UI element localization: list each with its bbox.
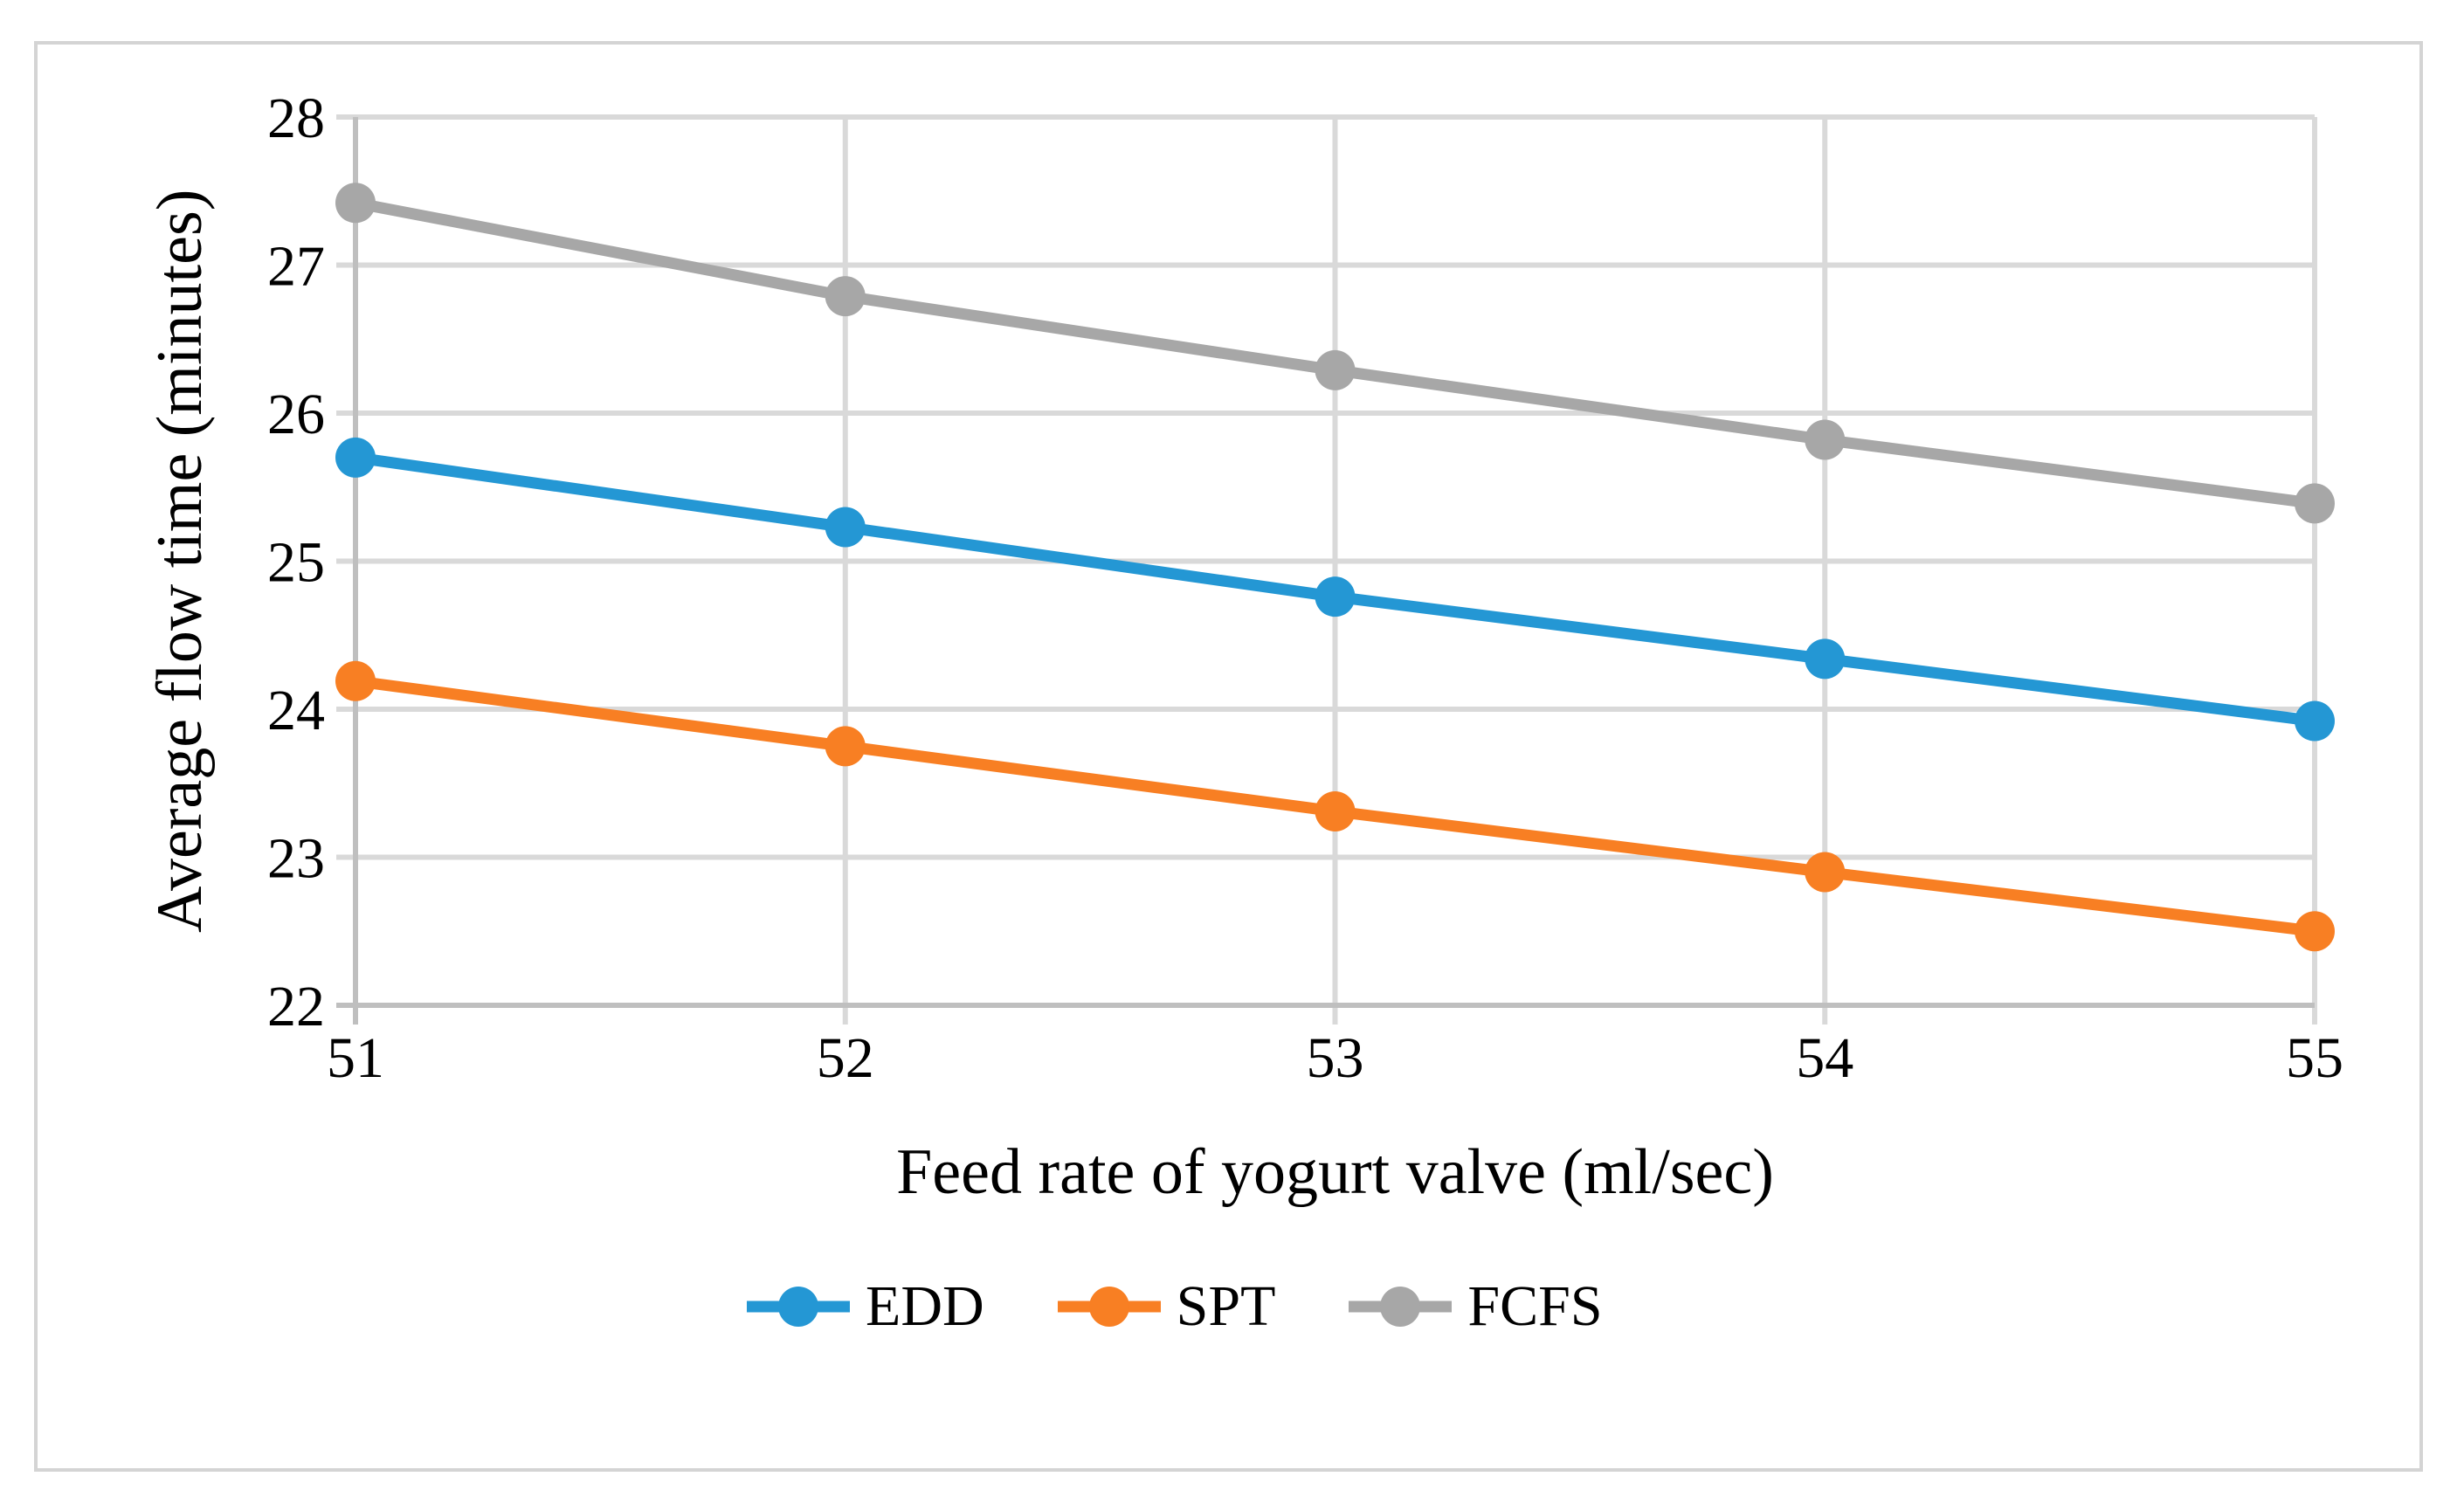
- y-tick-label-28: 28: [267, 86, 325, 150]
- legend-label-spt: SPT: [1176, 1274, 1276, 1338]
- x-tick-label-53: 53: [1307, 1026, 1364, 1090]
- legend-marker-edd-icon: [747, 1284, 850, 1329]
- legend-item-fcfs: FCFS: [1349, 1273, 1603, 1340]
- legend: EDD SPT FCFS: [747, 1273, 1603, 1340]
- marker-spt-51: [335, 660, 376, 701]
- y-tick-label-24: 24: [267, 679, 325, 742]
- y-tick-label-23: 23: [267, 827, 325, 891]
- marker-edd-52: [825, 507, 866, 548]
- y-tick-label-25: 25: [267, 531, 325, 595]
- marker-edd-51: [335, 437, 376, 478]
- marker-spt-52: [825, 726, 866, 767]
- marker-spt-53: [1315, 790, 1356, 831]
- marker-fcfs-51: [335, 183, 376, 224]
- marker-fcfs-55: [2295, 483, 2335, 524]
- x-tick-label-52: 52: [817, 1026, 874, 1090]
- marker-edd-55: [2295, 700, 2335, 742]
- figure-border: [34, 41, 2423, 1472]
- y-tick-label-22: 22: [267, 975, 325, 1038]
- marker-fcfs-53: [1315, 349, 1356, 390]
- legend-label-fcfs: FCFS: [1467, 1274, 1603, 1338]
- legend-marker-fcfs-icon: [1349, 1284, 1453, 1329]
- x-tick-label-54: 54: [1796, 1026, 1853, 1090]
- legend-label-edd: EDD: [866, 1274, 984, 1338]
- marker-edd-53: [1315, 576, 1356, 618]
- y-tick-label-26: 26: [267, 383, 325, 446]
- marker-fcfs-52: [825, 276, 866, 317]
- y-tick-label-27: 27: [267, 235, 325, 299]
- marker-spt-54: [1805, 852, 1846, 893]
- legend-item-spt: SPT: [1057, 1273, 1276, 1340]
- y-axis-title: Average flow time (minutes): [144, 189, 216, 934]
- x-axis-title: Feed rate of yogurt valve (ml/sec): [896, 1136, 1774, 1208]
- marker-fcfs-54: [1805, 419, 1846, 460]
- x-tick-label-55: 55: [2286, 1026, 2343, 1090]
- x-tick-label-51: 51: [327, 1026, 384, 1090]
- marker-edd-54: [1805, 638, 1846, 680]
- legend-item-edd: EDD: [747, 1273, 984, 1340]
- legend-marker-spt-icon: [1057, 1284, 1161, 1329]
- marker-spt-55: [2295, 911, 2335, 952]
